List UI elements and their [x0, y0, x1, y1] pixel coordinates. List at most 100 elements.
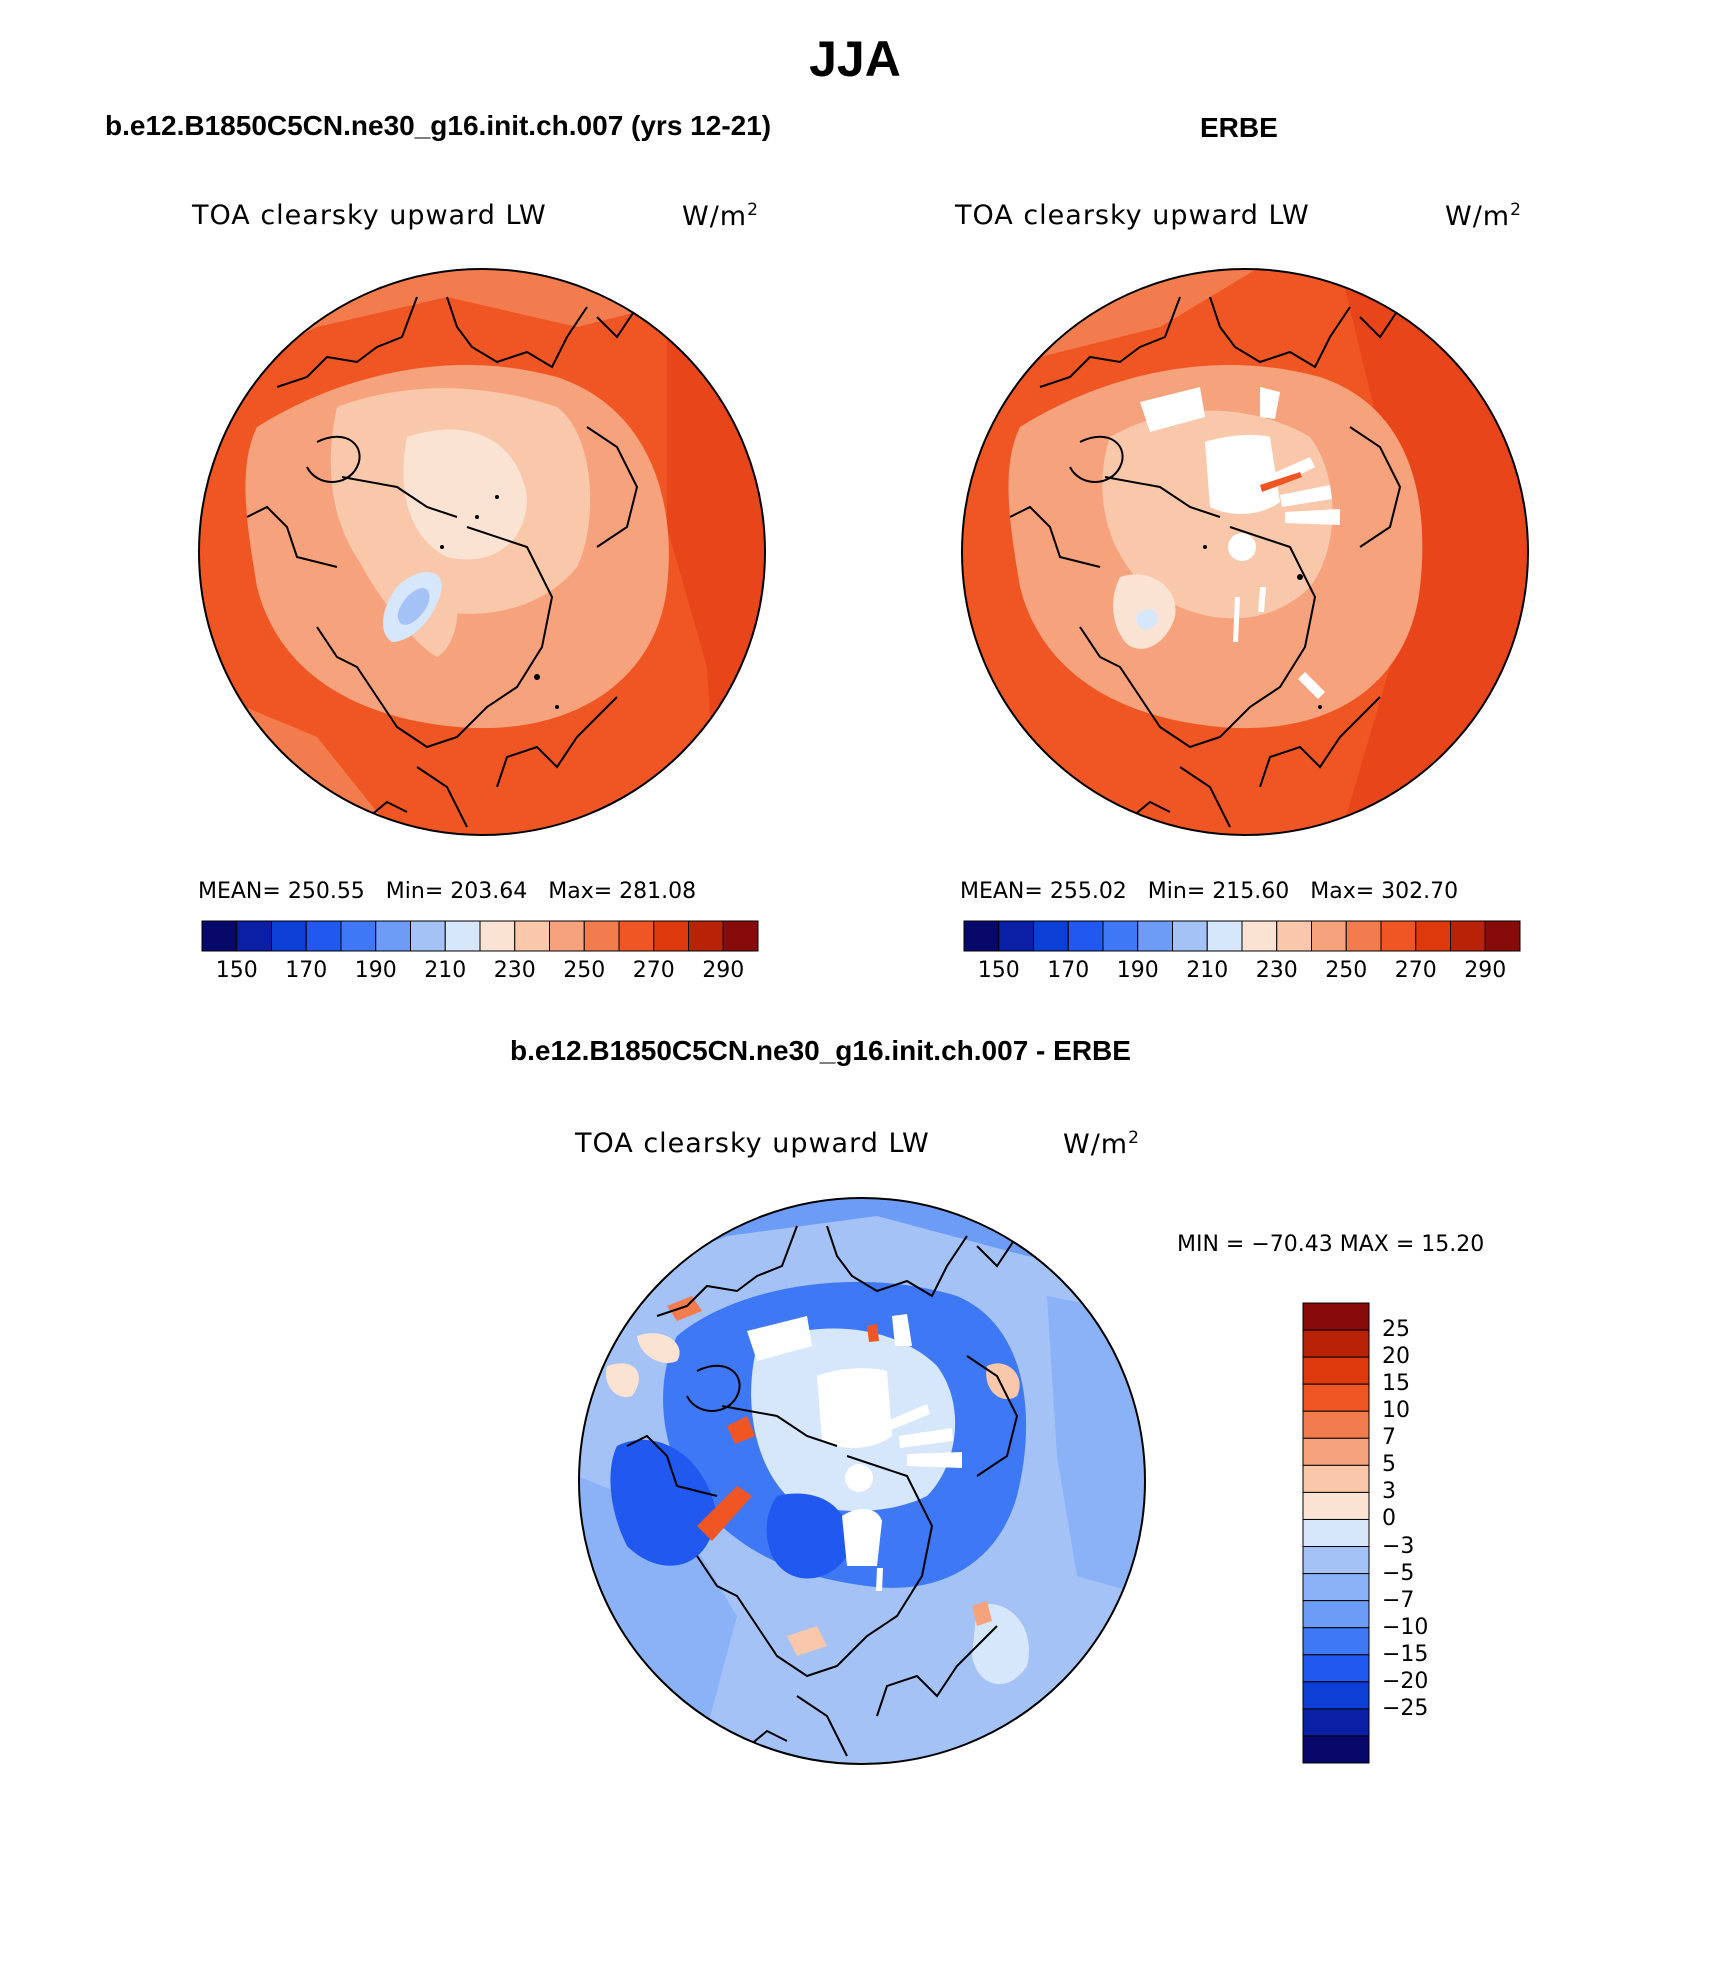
obs-colorbar-swatch — [1345, 920, 1382, 952]
model-colorbar-tick-label: 190 — [354, 958, 397, 983]
obs-colorbar-swatch — [1241, 920, 1278, 952]
obs-colorbar-tick-label: 190 — [1116, 958, 1159, 983]
diff-colorbar-swatch — [1302, 1600, 1370, 1629]
model-colorbar-swatch — [479, 920, 516, 952]
obs-colorbar-swatch — [1484, 920, 1521, 952]
model-colorbar-tick-label: 230 — [493, 958, 536, 983]
obs-variable-label: TOA clearsky upward LW — [955, 200, 1310, 231]
diff-colorbar-swatch — [1302, 1627, 1370, 1656]
model-colorbar-swatch — [410, 920, 446, 952]
diff-colorbar-swatch — [1302, 1491, 1370, 1520]
diff-units-label: W/m2 — [1063, 1128, 1140, 1160]
diff-colorbar-swatch — [1302, 1302, 1370, 1331]
diff-colorbar-tick-label: −3 — [1382, 1533, 1415, 1559]
diff-colorbar-tick-label: −10 — [1382, 1614, 1429, 1640]
obs-colorbar-tick-label: 290 — [1464, 958, 1507, 983]
model-colorbar-ticks: 150 170 190 210 230 250 270 290 — [202, 958, 758, 988]
diff-colorbar-swatch — [1302, 1518, 1370, 1548]
diff-colorbar-swatch — [1302, 1708, 1370, 1737]
positive-anomaly-spots — [606, 1296, 1020, 1656]
diff-colorbar-swatch — [1302, 1573, 1370, 1602]
missing-data-wedges — [1140, 387, 1340, 699]
model-colorbar-swatch — [722, 920, 759, 952]
model-colorbar-swatch — [514, 920, 550, 952]
obs-colorbar-tick-label: 230 — [1255, 958, 1298, 983]
coastlines-model — [246, 296, 658, 828]
diff-colorbar-swatch — [1302, 1464, 1370, 1493]
obs-stats: MEAN= 255.02 Min= 215.60 Max= 302.70 — [960, 879, 1459, 904]
model-colorbar-swatch — [305, 920, 342, 952]
model-colorbar-swatch — [271, 920, 307, 952]
obs-colorbar-swatch — [1137, 920, 1173, 952]
model-colorbar-swatch — [653, 920, 689, 952]
diff-missing-data-wedges — [747, 1314, 962, 1591]
obs-colorbar-tick-label: 250 — [1325, 958, 1368, 983]
diff-colorbar-tick-label: 3 — [1382, 1479, 1396, 1505]
model-colorbar-swatch — [201, 920, 238, 952]
obs-colorbar-swatch — [1380, 920, 1417, 952]
diff-colorbar-tick-label: −20 — [1382, 1668, 1429, 1694]
model-colorbar-tick-label: 250 — [563, 958, 606, 983]
diff-colorbar-tick-label: 20 — [1382, 1344, 1410, 1370]
model-units-label: W/m2 — [682, 200, 759, 232]
diff-colorbar-ticks: 25 20 15 10 7 5 3 0 −3 −5 −7 −10 −15 −20 −25 — [1382, 1303, 1482, 1763]
diff-polar-map — [578, 1197, 1146, 1765]
diff-colorbar-tick-label: −15 — [1382, 1641, 1429, 1667]
model-colorbar-tick-label: 210 — [424, 958, 467, 983]
model-colorbar-swatch — [618, 920, 655, 952]
obs-panel-heading: ERBE — [1200, 112, 1278, 143]
model-variable-label: TOA clearsky upward LW — [192, 200, 547, 231]
obs-colorbar — [963, 920, 1521, 952]
obs-colorbar-swatch — [963, 920, 1000, 952]
model-colorbar-swatch — [340, 920, 377, 952]
model-colorbar-swatch — [444, 920, 481, 952]
obs-units-label: W/m2 — [1445, 200, 1522, 232]
obs-colorbar-swatch — [1415, 920, 1451, 952]
obs-colorbar-swatch — [998, 920, 1034, 952]
model-polar-map — [198, 268, 766, 836]
obs-colorbar-swatch — [1067, 920, 1104, 952]
obs-colorbar-swatch — [1102, 920, 1139, 952]
diff-colorbar-tick-label: 5 — [1382, 1452, 1396, 1478]
obs-colorbar-swatch — [1276, 920, 1312, 952]
diff-colorbar-swatch — [1302, 1681, 1370, 1710]
obs-colorbar-swatch — [1172, 920, 1208, 952]
diff-colorbar-swatch — [1302, 1329, 1370, 1358]
diff-colorbar-tick-label: 7 — [1382, 1425, 1396, 1451]
diff-colorbar-swatch — [1302, 1437, 1370, 1466]
diff-stats: MIN = −70.43 MAX = 15.20 — [1177, 1232, 1485, 1257]
model-colorbar-tick-label: 150 — [215, 958, 258, 983]
diff-colorbar-tick-label: −5 — [1382, 1560, 1415, 1586]
model-colorbar-swatch — [549, 920, 585, 952]
diff-colorbar-swatch — [1302, 1383, 1370, 1412]
model-panel-heading: b.e12.B1850C5CN.ne30_g16.init.ch.007 (yr… — [105, 110, 772, 141]
map-frame — [198, 268, 766, 836]
obs-colorbar-ticks: 150 170 190 210 230 250 270 290 — [964, 958, 1520, 988]
obs-colorbar-swatch — [1206, 920, 1243, 952]
diff-colorbar-tick-label: −7 — [1382, 1587, 1415, 1613]
diff-variable-label: TOA clearsky upward LW — [575, 1128, 930, 1159]
diff-colorbar-swatch — [1302, 1410, 1370, 1439]
coastlines-diff — [626, 1225, 1038, 1757]
diff-colorbar-tick-label: 25 — [1382, 1317, 1410, 1343]
diff-colorbar-swatch — [1302, 1546, 1370, 1575]
model-colorbar-tick-label: 270 — [632, 958, 675, 983]
obs-colorbar-swatch — [1311, 920, 1347, 952]
obs-polar-map — [961, 268, 1529, 836]
diff-colorbar-tick-label: 10 — [1382, 1398, 1410, 1424]
diff-colorbar — [1302, 1302, 1370, 1764]
diff-panel-heading: b.e12.B1850C5CN.ne30_g16.init.ch.007 - E… — [510, 1035, 1131, 1066]
diff-colorbar-tick-label: 15 — [1382, 1371, 1410, 1397]
diff-colorbar-tick-label: 0 — [1382, 1506, 1396, 1532]
diff-colorbar-tick-label: −25 — [1382, 1695, 1429, 1721]
figure-title: JJA — [809, 31, 901, 87]
model-colorbar-swatch — [375, 920, 411, 952]
obs-colorbar-tick-label: 150 — [977, 958, 1020, 983]
obs-colorbar-tick-label: 270 — [1394, 958, 1437, 983]
obs-colorbar-tick-label: 170 — [1047, 958, 1090, 983]
obs-colorbar-swatch — [1450, 920, 1486, 952]
model-colorbar — [201, 920, 759, 952]
model-stats: MEAN= 250.55 Min= 203.64 Max= 281.08 — [198, 879, 697, 904]
obs-colorbar-tick-label: 210 — [1186, 958, 1229, 983]
model-colorbar-tick-label: 290 — [702, 958, 745, 983]
